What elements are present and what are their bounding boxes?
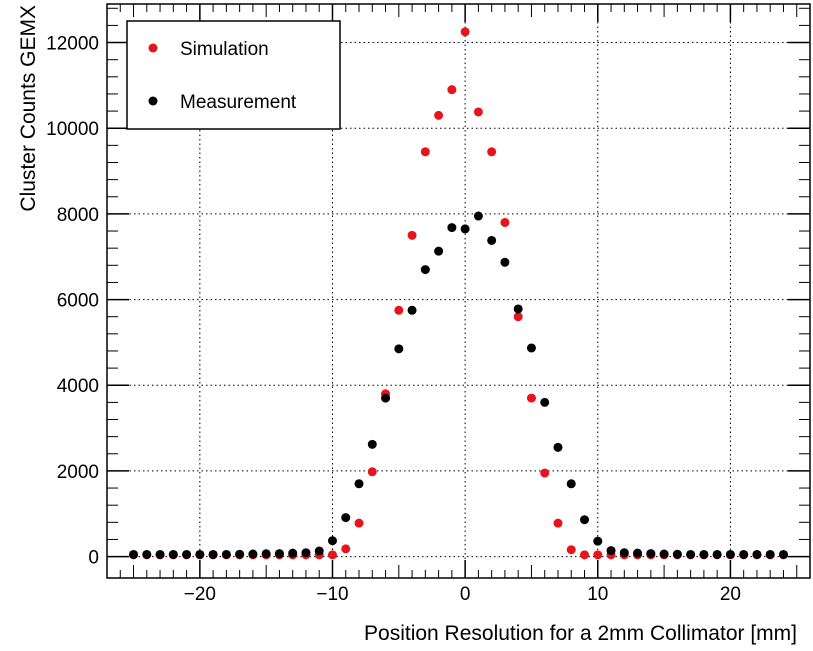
data-point-simulation [434,111,443,120]
data-point-measurement [699,550,708,559]
y-tick-label: 0 [88,548,99,569]
data-point-measurement [686,550,695,559]
data-point-measurement [169,550,178,559]
data-point-measurement [607,546,616,555]
data-point-simulation [421,147,430,156]
x-tick-label: 0 [460,584,471,605]
data-point-measurement [633,549,642,558]
data-point-measurement [182,550,191,559]
data-point-measurement [434,247,443,256]
data-point-simulation [580,550,589,559]
data-point-measurement [646,549,655,558]
data-point-simulation [593,550,602,559]
data-point-measurement [540,398,549,407]
legend-marker-measurement [149,97,158,106]
data-point-measurement [739,550,748,559]
data-point-measurement [660,550,669,559]
data-point-measurement [553,443,562,452]
data-point-measurement [381,394,390,403]
data-point-measurement [474,212,483,221]
data-point-measurement [487,236,496,245]
data-point-simulation [514,312,523,321]
y-tick-label: 8000 [57,205,99,226]
data-point-simulation [553,519,562,528]
data-point-measurement [156,550,165,559]
data-point-measurement [500,258,509,267]
x-tick-label: −20 [184,584,216,605]
data-point-measurement [275,549,284,558]
data-point-simulation [355,519,364,528]
data-point-measurement [527,343,536,352]
y-tick-label: 2000 [57,462,99,483]
legend-label-measurement: Measurement [180,92,297,113]
data-point-measurement [301,548,310,557]
x-axis-title: Position Resolution for a 2mm Collimator… [364,622,797,645]
y-tick-label: 10000 [46,119,99,140]
data-point-measurement [142,550,151,559]
data-point-measurement [593,537,602,546]
data-point-measurement [248,550,257,559]
data-point-measurement [235,550,244,559]
data-point-measurement [288,549,297,558]
data-point-measurement [368,440,377,449]
data-point-measurement [408,306,417,315]
data-point-measurement [129,550,138,559]
data-point-simulation [341,544,350,553]
y-tick-label: 4000 [57,376,99,397]
data-point-measurement [580,515,589,524]
legend: Simulation Measurement [127,21,340,129]
data-point-simulation [487,147,496,156]
data-point-measurement [713,550,722,559]
data-point-measurement [315,547,324,556]
legend-label-simulation: Simulation [180,39,269,60]
y-tick-label: 6000 [57,291,99,312]
data-point-measurement [514,304,523,313]
data-point-simulation [447,85,456,94]
data-point-simulation [567,545,576,554]
data-point-measurement [726,550,735,559]
data-point-simulation [328,550,337,559]
data-point-simulation [540,469,549,478]
data-point-measurement [341,513,350,522]
legend-marker-simulation [149,44,158,53]
data-point-measurement [461,224,470,233]
data-point-measurement [447,223,456,232]
data-point-measurement [673,550,682,559]
data-point-measurement [209,550,218,559]
data-point-measurement [779,550,788,559]
data-point-measurement [567,479,576,488]
data-point-measurement [195,550,204,559]
data-point-measurement [766,550,775,559]
x-tick-label: 10 [587,584,608,605]
data-point-measurement [752,550,761,559]
data-point-simulation [527,394,536,403]
x-tick-label: 20 [720,584,741,605]
data-point-measurement [262,549,271,558]
data-point-measurement [620,548,629,557]
data-point-measurement [421,265,430,274]
data-point-measurement [394,344,403,353]
data-point-measurement [355,479,364,488]
data-point-simulation [368,467,377,476]
data-point-simulation [474,107,483,116]
data-point-measurement [328,536,337,545]
data-point-measurement [222,550,231,559]
y-tick-label: 12000 [46,34,99,55]
data-point-simulation [394,306,403,315]
data-point-simulation [461,27,470,36]
x-tick-label: −10 [316,584,348,605]
data-point-simulation [408,231,417,240]
y-axis-title: Cluster Counts GEMX [17,5,40,212]
data-point-simulation [500,218,509,227]
